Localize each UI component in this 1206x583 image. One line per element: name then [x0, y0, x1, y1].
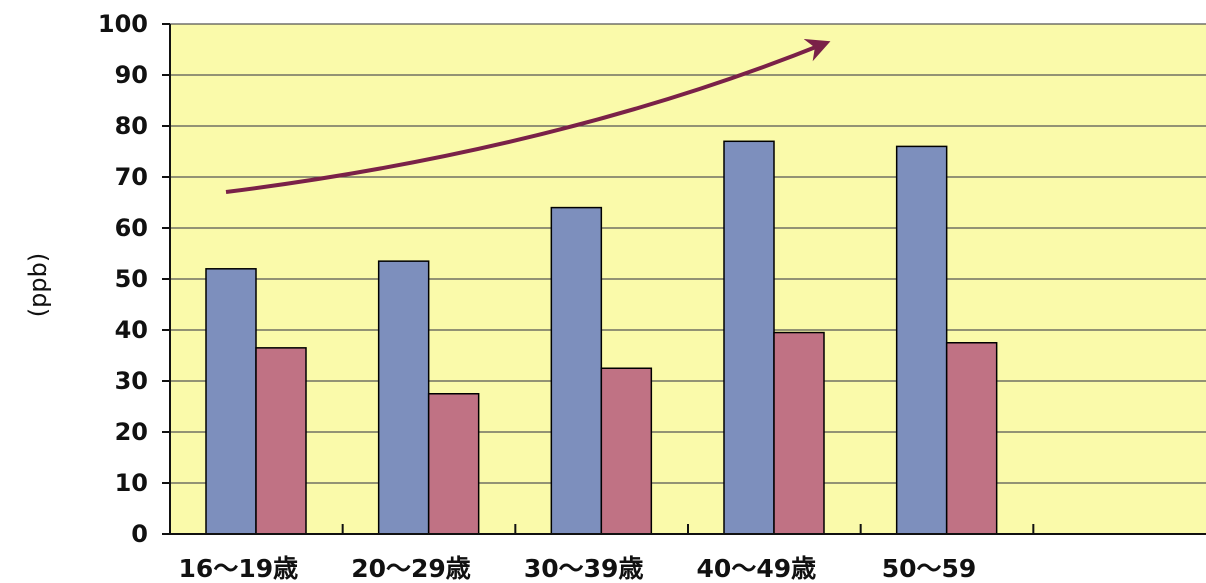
bar	[255, 347, 307, 535]
y-tick-label: 60	[115, 214, 148, 242]
y-tick-labels: 0 10 20 30 40 50 60 70 80 90 100	[98, 10, 148, 548]
y-tick-label: 80	[115, 112, 148, 140]
y-tick-label: 20	[115, 418, 148, 446]
axes	[162, 23, 1206, 535]
gridlines	[170, 23, 1206, 484]
trend-arrow	[225, 39, 831, 194]
bar	[427, 393, 480, 535]
y-tick-label: 100	[98, 10, 148, 38]
bar	[550, 206, 603, 535]
y-tick-label: 10	[115, 469, 148, 497]
x-tick-label: 50～59	[882, 554, 977, 583]
y-axis-title: (ppb)	[24, 253, 52, 317]
bar	[723, 140, 775, 535]
x-tick-label: 40～49歳	[697, 554, 817, 583]
bar	[600, 367, 653, 535]
x-tick-label: 30～39歳	[524, 554, 644, 583]
bar	[377, 260, 430, 535]
bar	[895, 145, 948, 535]
y-tick-label: 40	[115, 316, 148, 344]
bar	[945, 342, 998, 535]
x-tick-label: 20～29歳	[351, 554, 471, 583]
y-tick-label: 70	[115, 163, 148, 191]
y-tick-label: 0	[131, 520, 148, 548]
x-tick-label: 16～19歳	[179, 554, 299, 583]
y-tick-label: 50	[115, 265, 148, 293]
y-tick-label: 30	[115, 367, 148, 395]
bar	[773, 331, 825, 535]
bars	[205, 140, 998, 535]
y-tick-label: 90	[115, 61, 148, 89]
bar	[205, 268, 257, 535]
x-tick-labels: 16～19歳 20～29歳 30～39歳 40～49歳 50～59	[179, 554, 977, 583]
